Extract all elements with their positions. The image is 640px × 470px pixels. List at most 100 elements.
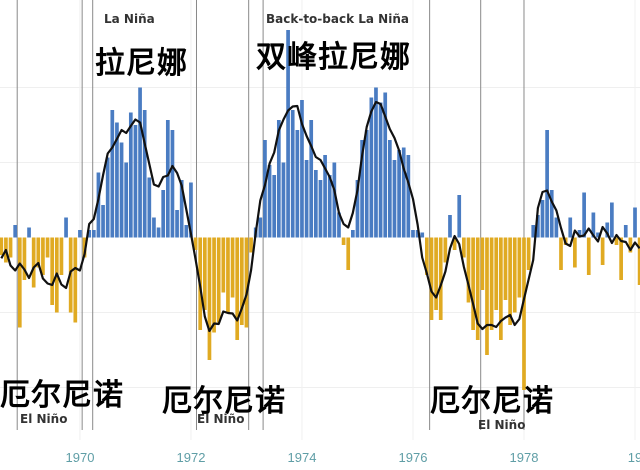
- positive-bar: [313, 170, 318, 238]
- positive-bar: [161, 190, 166, 238]
- negative-bar: [239, 237, 244, 325]
- positive-bar: [101, 205, 105, 238]
- positive-bar: [364, 130, 369, 238]
- negative-bar: [22, 237, 27, 280]
- positive-bar: [582, 192, 586, 238]
- negative-bar: [429, 237, 434, 320]
- positive-bar: [406, 155, 411, 238]
- negative-bar: [235, 237, 240, 340]
- positive-bar: [27, 227, 31, 238]
- positive-bar: [536, 215, 540, 238]
- smoothed-line: [0, 100, 640, 333]
- positive-bar: [605, 222, 610, 238]
- negative-bar: [522, 237, 526, 390]
- positive-bar: [87, 230, 92, 238]
- positive-bar: [115, 122, 119, 238]
- positive-bar: [133, 125, 138, 238]
- negative-bar: [31, 237, 36, 288]
- negative-bar: [425, 237, 429, 275]
- negative-bar: [559, 237, 563, 270]
- positive-bar: [415, 230, 420, 238]
- positive-bar: [152, 217, 156, 238]
- positive-bar: [142, 110, 147, 238]
- negative-bar: [202, 237, 207, 310]
- back-to-back-la-nina-label-zh: 双峰拉尼娜: [256, 40, 411, 75]
- positive-bar: [276, 120, 281, 238]
- positive-bar: [105, 157, 110, 238]
- positive-bar: [64, 217, 68, 238]
- negative-bar: [499, 237, 503, 340]
- positive-bar: [591, 212, 596, 238]
- positive-bar: [258, 217, 263, 238]
- positive-bar: [128, 112, 133, 238]
- positive-bar: [633, 207, 637, 238]
- positive-bar: [170, 130, 175, 238]
- positive-bar: [596, 232, 600, 238]
- negative-bar: [216, 237, 221, 323]
- negative-bar: [614, 237, 619, 245]
- el-nino-3-label-en: El Niño: [478, 418, 526, 432]
- negative-bar: [207, 237, 212, 360]
- x-tick-1972: 1972: [176, 450, 206, 465]
- positive-bar: [420, 232, 425, 238]
- positive-bar: [374, 87, 378, 238]
- positive-bar: [327, 175, 332, 238]
- x-tick-1970: 1970: [65, 450, 95, 465]
- positive-bar: [549, 190, 554, 238]
- negative-bar: [517, 237, 522, 298]
- negative-bar: [443, 237, 448, 263]
- negative-bar: [637, 237, 640, 285]
- x-tick-1980: 19: [627, 450, 640, 465]
- negative-bar: [475, 237, 480, 340]
- negative-bar: [466, 237, 471, 303]
- negative-bar: [462, 237, 466, 258]
- negative-bar: [41, 237, 45, 275]
- positive-bar: [13, 225, 18, 238]
- negative-bar: [508, 237, 512, 325]
- positive-bar: [96, 172, 101, 238]
- positive-bar: [323, 155, 327, 238]
- negative-bar: [600, 237, 605, 265]
- positive-bar: [545, 130, 549, 238]
- positive-bar: [392, 160, 397, 238]
- positive-bar: [369, 97, 374, 238]
- negative-bar: [512, 237, 517, 313]
- negative-bar: [573, 237, 577, 268]
- el-nino-1-label-zh: 厄尔尼诺: [0, 378, 124, 413]
- positive-bar: [448, 215, 452, 238]
- x-tick-1978: 1978: [509, 450, 539, 465]
- positive-bar: [124, 162, 129, 238]
- positive-bar: [156, 227, 161, 238]
- negative-bar: [489, 237, 494, 330]
- positive-bar: [397, 150, 401, 238]
- positive-bar: [138, 87, 142, 238]
- positive-bar: [286, 30, 290, 238]
- positive-bar: [531, 225, 536, 238]
- positive-bar: [378, 102, 383, 238]
- positive-bar: [360, 140, 364, 238]
- negative-bar: [341, 237, 346, 245]
- positive-bar: [309, 120, 314, 238]
- positive-bar: [184, 225, 189, 238]
- x-tick-1976: 1976: [398, 450, 428, 465]
- negative-bar: [221, 237, 226, 293]
- positive-bar: [295, 130, 300, 238]
- positive-bar: [147, 177, 152, 238]
- positive-bar: [355, 180, 360, 238]
- positive-bar: [540, 200, 545, 238]
- positive-bar: [350, 230, 355, 238]
- la-nina-label-zh: 拉尼娜: [95, 46, 188, 81]
- negative-bar: [628, 237, 633, 253]
- positive-bar: [91, 230, 96, 238]
- positive-bar: [554, 217, 559, 238]
- positive-bar: [300, 100, 304, 238]
- negative-bar: [494, 237, 499, 310]
- negative-bar: [36, 237, 41, 268]
- positive-bar: [290, 110, 295, 238]
- el-nino-2-label-zh: 厄尔尼诺: [162, 384, 286, 419]
- positive-bar: [110, 110, 115, 238]
- negative-bar: [346, 237, 351, 270]
- positive-bar: [623, 225, 628, 238]
- negative-bar: [485, 237, 489, 355]
- negative-bar: [212, 237, 216, 333]
